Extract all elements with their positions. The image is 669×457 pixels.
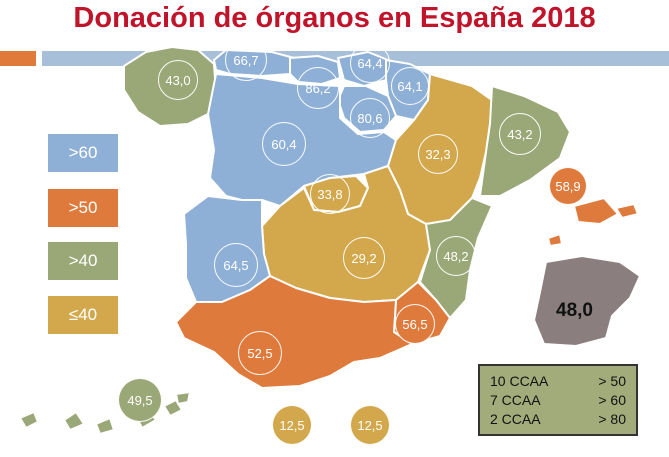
region-baleares bbox=[547, 197, 639, 247]
region-value-asturias: 66,7 bbox=[225, 39, 267, 81]
summary-count: 7 CCAA bbox=[490, 392, 541, 408]
region-value-catalu-a: 43,2 bbox=[499, 113, 541, 155]
region-value-pa-s-vasco: 64,4 bbox=[350, 43, 390, 83]
summary-count: 10 CCAA bbox=[490, 373, 549, 389]
region-value-islas-baleares: 58,9 bbox=[549, 167, 587, 205]
legend-under-40: ≤40 bbox=[48, 296, 118, 334]
legend-over-50: >50 bbox=[48, 189, 118, 227]
region-value-melilla: 12,5 bbox=[350, 405, 390, 445]
region-value-andaluc-a: 52,5 bbox=[238, 331, 282, 375]
region-value-ceuta: 12,5 bbox=[272, 405, 312, 445]
region-value-navarra: 64,1 bbox=[391, 67, 429, 105]
region-value-castilla-la-mancha: 29,2 bbox=[343, 237, 385, 279]
region-andalucia bbox=[175, 275, 413, 389]
region-value-comunidad-valenciana: 48,2 bbox=[436, 236, 476, 276]
national-spain-shape bbox=[533, 255, 641, 347]
region-value-madrid: 33,8 bbox=[310, 174, 350, 214]
header-rule-accent bbox=[0, 51, 36, 66]
summary-row: 7 CCAA > 60 bbox=[490, 391, 626, 410]
national-value: 48,0 bbox=[556, 300, 593, 321]
summary-row: 10 CCAA > 50 bbox=[490, 372, 626, 391]
region-value-arag-n: 32,3 bbox=[418, 134, 458, 174]
legend-over-40: >40 bbox=[48, 242, 118, 280]
summary-threshold: > 50 bbox=[598, 373, 626, 389]
region-value-extremadura: 64,5 bbox=[214, 243, 258, 287]
summary-row: 2 CCAA > 80 bbox=[490, 410, 626, 429]
region-value-cantabria: 86,2 bbox=[297, 67, 339, 109]
summary-threshold: > 60 bbox=[598, 392, 626, 408]
region-value-murcia: 56,5 bbox=[395, 304, 435, 344]
summary-count: 2 CCAA bbox=[490, 411, 541, 427]
page-title: Donación de órganos en España 2018 bbox=[73, 2, 596, 34]
region-value-la-rioja: 80,6 bbox=[350, 98, 390, 138]
legend-over-60: >60 bbox=[48, 134, 118, 172]
region-value-canarias: 49,5 bbox=[118, 378, 162, 422]
region-value-castilla-y-le-n: 60,4 bbox=[262, 122, 306, 166]
summary-box: 10 CCAA > 50 7 CCAA > 60 2 CCAA > 80 bbox=[478, 364, 638, 436]
summary-threshold: > 80 bbox=[598, 411, 626, 427]
region-canarias bbox=[19, 391, 191, 435]
region-value-galicia: 43,0 bbox=[158, 60, 198, 100]
